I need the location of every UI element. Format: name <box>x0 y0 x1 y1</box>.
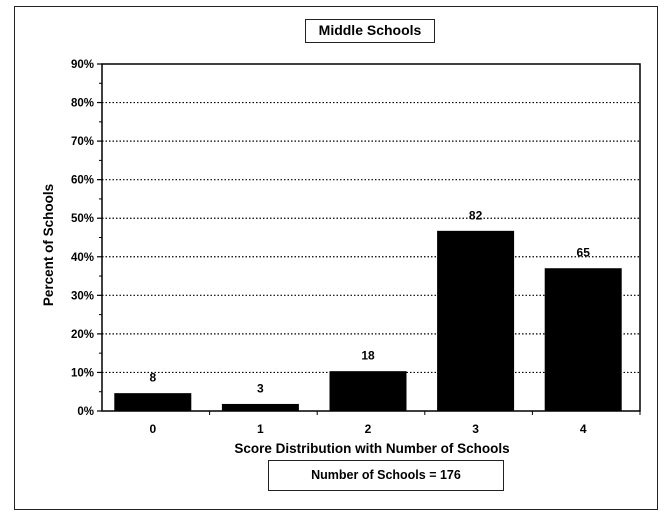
bar <box>329 371 407 412</box>
x-tick-label: 2 <box>365 422 372 436</box>
data-label: 3 <box>257 381 264 395</box>
data-label: 8 <box>149 371 156 385</box>
x-tick-label: 4 <box>580 422 587 436</box>
school-count-note: Number of Schools = 176 <box>268 460 504 491</box>
bar <box>544 268 622 412</box>
y-axis-label: Percent of Schools <box>41 183 56 307</box>
x-axis-label: Score Distribution with Number of School… <box>234 441 510 456</box>
y-tick-label: 0% <box>77 406 94 418</box>
chart-title: Middle Schools <box>305 19 435 43</box>
y-tick-label: 20% <box>71 329 94 341</box>
y-tick-label: 90% <box>71 59 94 71</box>
y-tick-label: 60% <box>71 175 94 187</box>
x-tick-label: 1 <box>257 422 264 436</box>
x-tick-label: 0 <box>149 422 156 436</box>
chart-frame <box>14 6 658 510</box>
bar <box>437 230 515 412</box>
bar <box>114 393 192 412</box>
y-tick-label: 10% <box>71 367 94 379</box>
y-tick-label: 80% <box>71 98 94 110</box>
bars <box>114 230 622 412</box>
y-tick-label: 40% <box>71 252 94 264</box>
x-tick-label: 3 <box>472 422 479 436</box>
data-label: 65 <box>577 246 591 260</box>
data-label: 18 <box>361 349 375 363</box>
axes <box>97 63 641 415</box>
bar <box>221 403 299 412</box>
y-tick-label: 70% <box>71 136 94 148</box>
labels: 0% 10% 20% 30% 40% 50% 60% 70% 80% 90% 8 0 3 1 18 2 82 3 6… <box>71 59 590 436</box>
y-tick-label: 50% <box>71 213 94 225</box>
y-tick-label: 30% <box>71 290 94 302</box>
data-label: 82 <box>469 208 483 222</box>
